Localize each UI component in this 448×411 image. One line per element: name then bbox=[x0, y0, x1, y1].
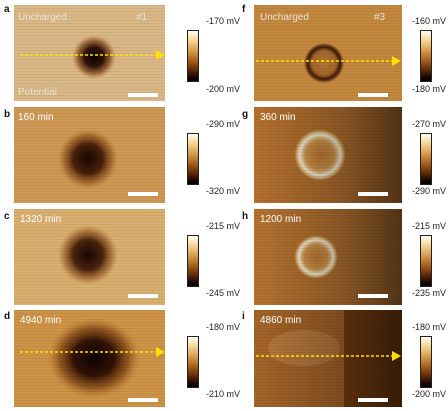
panel-label: 360 min bbox=[260, 112, 296, 123]
colorbar-max: -180 mV bbox=[412, 322, 447, 332]
colorbar-min: -210 mV bbox=[206, 389, 241, 399]
panel-letter: b bbox=[4, 109, 11, 120]
colorbar bbox=[420, 336, 432, 388]
colorbar bbox=[420, 30, 432, 82]
colorbar-min: -235 mV bbox=[412, 288, 447, 298]
panel-letter: a bbox=[4, 4, 10, 15]
panel-label: Uncharged bbox=[260, 12, 309, 23]
colorbar bbox=[187, 235, 199, 287]
potential-map: 360 min bbox=[254, 107, 402, 203]
colorbar bbox=[187, 336, 199, 388]
scale-bar bbox=[128, 93, 158, 97]
panel-letter: h bbox=[242, 211, 249, 222]
panel-label: 4940 min bbox=[20, 315, 62, 326]
colorbar bbox=[187, 30, 199, 82]
panel-label: 1200 min bbox=[260, 214, 302, 225]
colorbar-min: -245 mV bbox=[206, 288, 241, 298]
arrow-head-icon bbox=[392, 351, 401, 361]
colorbar-max: -215 mV bbox=[412, 221, 447, 231]
colorbar-min: -290 mV bbox=[412, 186, 447, 196]
footer-label: Potential bbox=[18, 87, 57, 98]
sample-id: #1 bbox=[136, 12, 148, 23]
arrow-head-icon bbox=[156, 347, 165, 357]
arrow-head-icon bbox=[156, 50, 165, 60]
panel-letter: g bbox=[242, 109, 249, 120]
colorbar-max: -160 mV bbox=[412, 16, 447, 26]
colorbar bbox=[420, 235, 432, 287]
potential-map: Uncharged #1 Potential bbox=[14, 5, 165, 101]
scale-bar bbox=[128, 398, 158, 402]
colorbar-min: -320 mV bbox=[206, 186, 241, 196]
sample-id: #3 bbox=[374, 12, 386, 23]
panel-letter: f bbox=[242, 4, 246, 15]
panel-label: 1320 min bbox=[20, 214, 62, 225]
scale-bar bbox=[128, 294, 158, 298]
potential-map: Uncharged #3 bbox=[254, 5, 402, 101]
arrow-head-icon bbox=[392, 56, 401, 66]
scale-bar bbox=[128, 192, 158, 196]
panel-letter: d bbox=[4, 311, 11, 322]
panel-label: 4860 min bbox=[260, 315, 302, 326]
potential-map: 4940 min bbox=[14, 310, 165, 407]
scale-bar bbox=[358, 93, 388, 97]
scale-bar bbox=[358, 398, 388, 402]
potential-map: 1200 min bbox=[254, 209, 402, 305]
potential-map: 160 min bbox=[14, 107, 165, 203]
colorbar-max: -290 mV bbox=[206, 119, 241, 129]
colorbar-max: -180 mV bbox=[206, 322, 241, 332]
panel-label: 160 min bbox=[18, 112, 54, 123]
colorbar-max: -215 mV bbox=[206, 221, 241, 231]
colorbar-max: -170 mV bbox=[206, 16, 241, 26]
colorbar-min: -200 mV bbox=[206, 84, 241, 94]
scale-bar bbox=[358, 294, 388, 298]
potential-map: 4860 min bbox=[254, 310, 402, 407]
colorbar bbox=[420, 133, 432, 185]
colorbar-min: -180 mV bbox=[412, 84, 447, 94]
colorbar-min: -200 mV bbox=[412, 389, 447, 399]
panel-letter: c bbox=[4, 211, 10, 222]
panel-label: Uncharged bbox=[18, 12, 67, 23]
colorbar-max: -270 mV bbox=[412, 119, 447, 129]
scale-bar bbox=[358, 192, 388, 196]
colorbar bbox=[187, 133, 199, 185]
potential-map: 1320 min bbox=[14, 209, 165, 305]
panel-letter: i bbox=[242, 311, 245, 322]
